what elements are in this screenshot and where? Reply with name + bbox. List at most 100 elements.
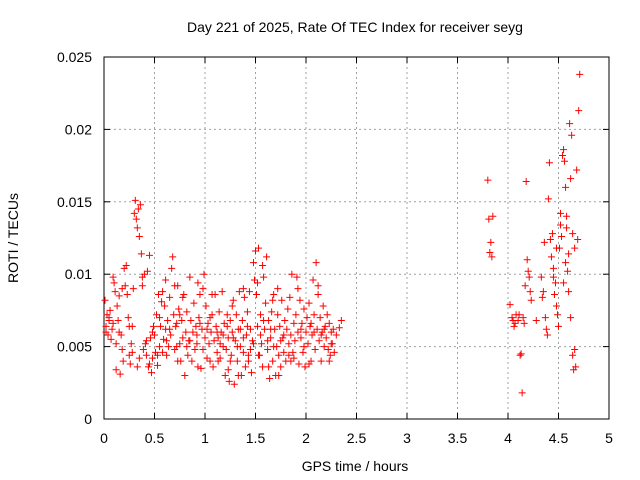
data-point — [303, 314, 311, 322]
data-point — [257, 311, 265, 319]
data-point — [145, 251, 153, 259]
data-point — [135, 233, 143, 241]
data-point — [560, 279, 568, 287]
data-point — [313, 325, 321, 333]
data-point — [310, 328, 318, 336]
data-point — [557, 209, 565, 217]
data-point — [181, 372, 189, 380]
data-point — [144, 363, 152, 371]
data-point — [537, 273, 545, 281]
data-point — [143, 267, 151, 275]
data-point — [280, 348, 288, 356]
data-point — [128, 348, 136, 356]
data-point — [563, 224, 571, 232]
data-point — [294, 328, 302, 336]
data-point — [192, 322, 200, 330]
data-point — [202, 302, 210, 310]
data-point — [552, 244, 560, 252]
data-point — [291, 337, 299, 345]
x-axis-ticks: 0 0.5 1 1.5 2 2.5 3 3.5 4 4.5 5 — [100, 57, 613, 446]
data-point — [246, 345, 254, 353]
data-point — [171, 282, 179, 290]
data-point — [133, 363, 141, 371]
data-point — [532, 317, 540, 325]
data-point — [215, 308, 223, 316]
data-point — [330, 348, 338, 356]
data-point — [148, 328, 156, 336]
data-point — [277, 363, 285, 371]
data-point — [557, 221, 565, 229]
data-point — [203, 325, 211, 333]
data-point — [269, 357, 277, 365]
data-point — [335, 324, 343, 332]
data-point — [165, 343, 173, 351]
x-tick-label: 2 — [302, 430, 310, 446]
x-tick-label: 4 — [504, 430, 512, 446]
data-point — [558, 233, 566, 241]
data-point — [199, 285, 207, 293]
data-point — [224, 366, 232, 374]
data-point — [210, 337, 218, 345]
data-point — [325, 357, 333, 365]
data-point — [203, 354, 211, 362]
data-point — [101, 296, 109, 304]
data-point — [204, 319, 212, 327]
data-point — [321, 322, 329, 330]
data-point — [562, 259, 570, 267]
data-point — [259, 363, 267, 371]
data-point — [206, 357, 214, 365]
data-point — [148, 354, 156, 362]
data-point — [315, 337, 323, 345]
data-point — [219, 343, 227, 351]
data-point — [190, 299, 198, 307]
data-point — [159, 288, 167, 296]
data-point — [574, 235, 582, 243]
data-point — [294, 285, 302, 293]
data-point — [297, 325, 305, 333]
data-point — [173, 343, 181, 351]
data-point — [484, 176, 492, 184]
chart-title: Day 221 of 2025, Rate Of TEC Index for r… — [187, 19, 523, 35]
data-point — [511, 319, 519, 327]
data-point — [261, 325, 269, 333]
data-point — [163, 337, 171, 345]
data-point — [292, 311, 300, 319]
data-point — [255, 351, 263, 359]
data-point — [141, 340, 149, 348]
data-point — [297, 334, 305, 342]
data-point — [243, 308, 251, 316]
data-point — [302, 328, 310, 336]
data-point — [517, 350, 525, 358]
data-point — [259, 262, 267, 270]
x-axis-label: GPS time / hours — [302, 458, 409, 474]
data-point — [300, 305, 308, 313]
data-point — [114, 317, 122, 325]
data-point — [544, 195, 552, 203]
data-point — [178, 317, 186, 325]
data-point — [247, 369, 255, 377]
data-point — [267, 334, 275, 342]
data-point — [133, 224, 141, 232]
data-point — [269, 296, 277, 304]
data-point — [197, 364, 205, 372]
y-tick-label: 0.005 — [57, 339, 92, 355]
data-point — [305, 360, 313, 368]
data-point — [283, 325, 291, 333]
grid-lines — [104, 57, 609, 419]
data-point — [540, 238, 548, 246]
data-point — [290, 319, 298, 327]
data-point — [236, 325, 244, 333]
data-point — [281, 317, 289, 325]
data-point — [214, 357, 222, 365]
data-point — [223, 311, 231, 319]
data-point — [206, 314, 214, 322]
data-point — [227, 351, 235, 359]
data-point — [543, 331, 551, 339]
data-point — [549, 273, 557, 281]
data-point — [220, 319, 228, 327]
data-point — [136, 201, 144, 209]
data-point — [186, 337, 194, 345]
data-point — [159, 348, 167, 356]
x-tick-label: 4.5 — [549, 430, 569, 446]
data-point — [249, 340, 257, 348]
